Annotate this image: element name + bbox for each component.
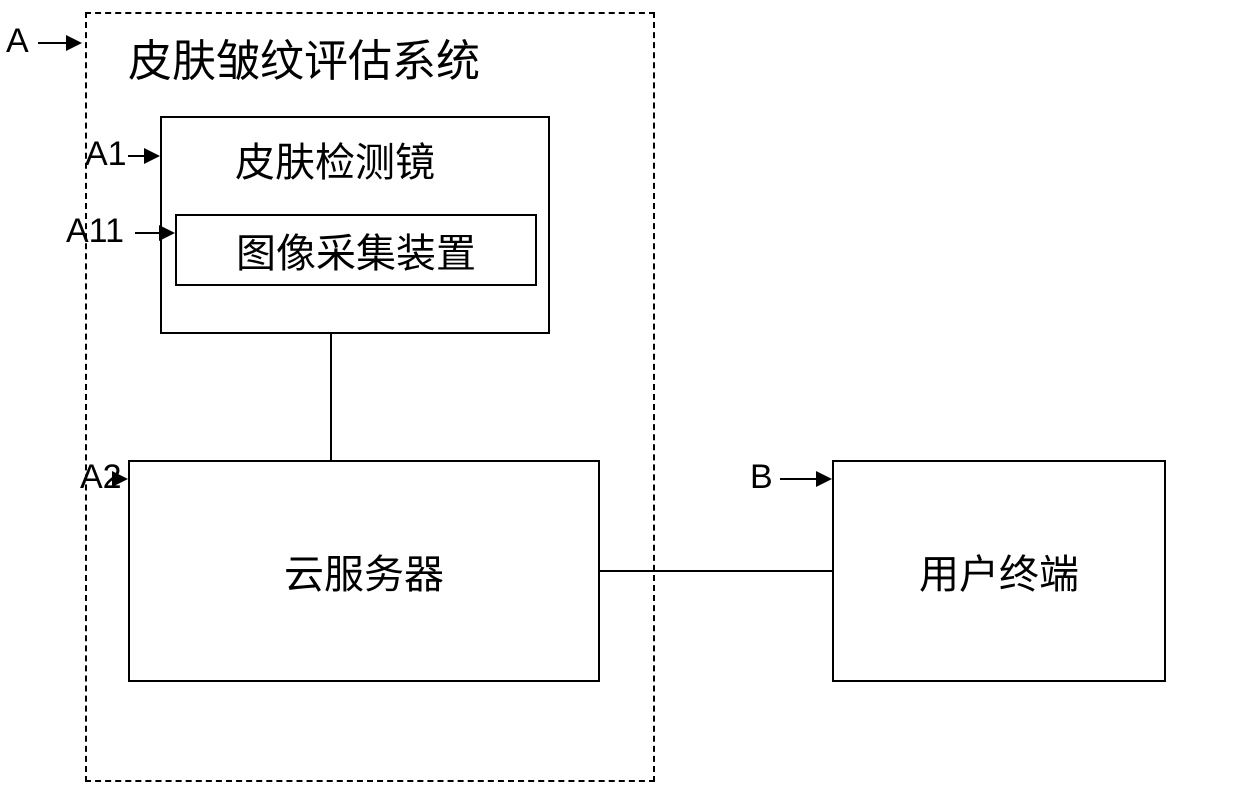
label-a: A [6,22,29,61]
arrow-a-head [66,35,82,51]
diagram-root: 皮肤皱纹评估系统 A 皮肤检测镜 A1 图像采集装置 A11 云服务器 A2 [… [0,0,1240,808]
user-terminal-title: 用户终端 [919,542,1079,600]
arrow-a-line [38,42,68,44]
arrow-a11-head [159,225,175,241]
arrow-b-head [816,471,832,487]
arrow-b-line [780,478,818,480]
label-a11: A11 [66,212,124,251]
arrow-a1-head [144,148,160,164]
cloud-server-box: 云服务器 [128,460,600,682]
arrow-a11-line [135,232,161,234]
label-b: B [750,458,773,497]
image-capture-box: 图像采集装置 [175,214,537,286]
connector-detector-cloud [330,334,332,460]
label-a1: A1 [85,135,127,174]
connector-cloud-terminal [600,570,832,572]
system-title: 皮肤皱纹评估系统 [128,25,480,89]
arrow-a2-head [112,471,128,487]
skin-detector-title: 皮肤检测镜 [235,130,435,188]
image-capture-title: 图像采集装置 [236,221,476,279]
cloud-server-title: 云服务器 [284,542,444,600]
user-terminal-box: 用户终端 [832,460,1166,682]
